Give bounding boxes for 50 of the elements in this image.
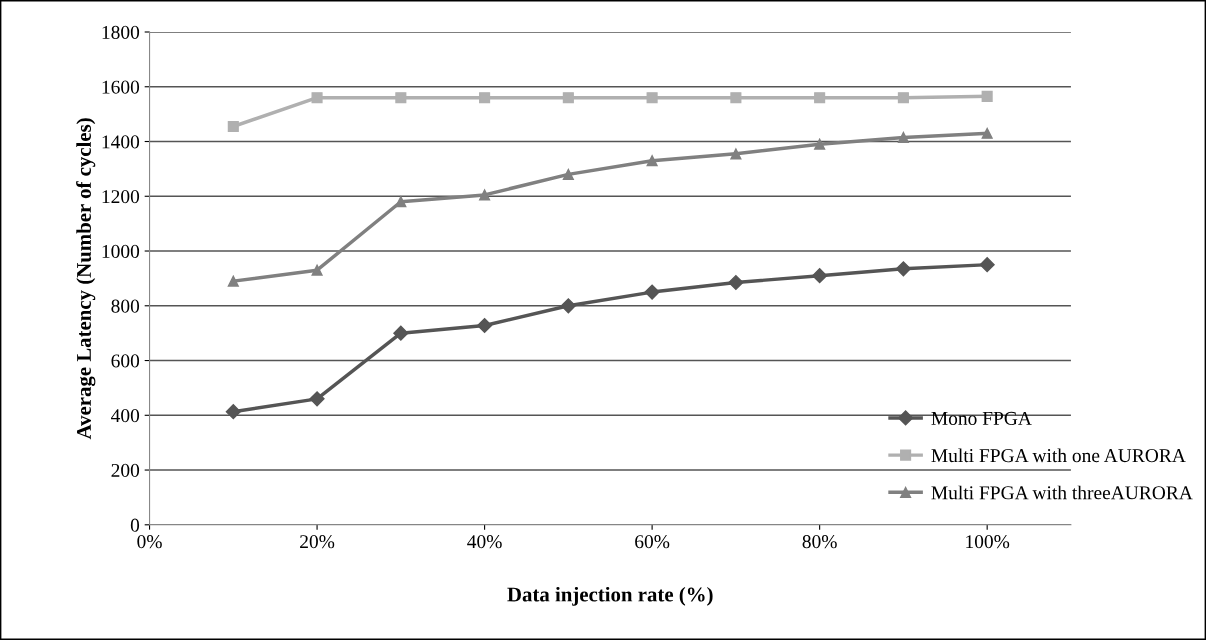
x-tick-label: 0%	[137, 535, 162, 549]
y-tick-label: 600	[111, 354, 140, 368]
point	[897, 131, 909, 143]
legend-label: Multi FPGA with one AURORA	[931, 448, 1186, 463]
point	[393, 325, 409, 341]
point	[311, 264, 323, 276]
y-axis-title: Average Latency (Number of cycles)	[76, 118, 96, 440]
legend-label: Multi FPGA with threeAURORA	[931, 485, 1193, 500]
y-tick-label: 1400	[102, 135, 140, 149]
y-tick-label: 400	[111, 409, 140, 423]
point	[981, 90, 993, 102]
x-tick-label: 60%	[635, 535, 670, 549]
point	[560, 298, 576, 314]
point	[225, 404, 241, 420]
point	[730, 92, 742, 104]
point	[897, 92, 909, 104]
point	[895, 261, 911, 277]
point	[730, 148, 742, 160]
x-tick-label: 20%	[300, 535, 335, 549]
point	[814, 92, 826, 104]
y-tick-label: 0	[130, 518, 140, 532]
point	[646, 155, 658, 167]
point	[562, 92, 574, 104]
point	[646, 92, 658, 104]
point	[395, 196, 407, 208]
point	[395, 92, 407, 104]
point	[979, 257, 995, 273]
y-tick-label: 1800	[102, 25, 140, 39]
point	[477, 317, 493, 334]
point	[728, 274, 744, 291]
point	[814, 138, 826, 150]
point	[644, 284, 660, 300]
x-tick-label: 40%	[467, 535, 502, 549]
y-tick-label: 200	[111, 463, 140, 477]
point	[479, 92, 491, 104]
point	[981, 127, 993, 139]
point	[227, 275, 239, 287]
y-tick-label: 1200	[102, 190, 140, 204]
point	[562, 168, 574, 180]
y-tick-label: 1000	[102, 244, 140, 258]
point	[309, 391, 325, 407]
x-tick-label: 80%	[802, 535, 837, 549]
point	[227, 120, 239, 133]
x-axis-title: Data injection rate (%)	[507, 586, 713, 606]
y-tick-label: 1600	[102, 80, 140, 94]
point	[479, 189, 491, 201]
point	[311, 92, 323, 104]
point	[812, 268, 828, 284]
x-tick-label: 100%	[966, 535, 1010, 549]
y-tick-label: 800	[111, 299, 140, 313]
